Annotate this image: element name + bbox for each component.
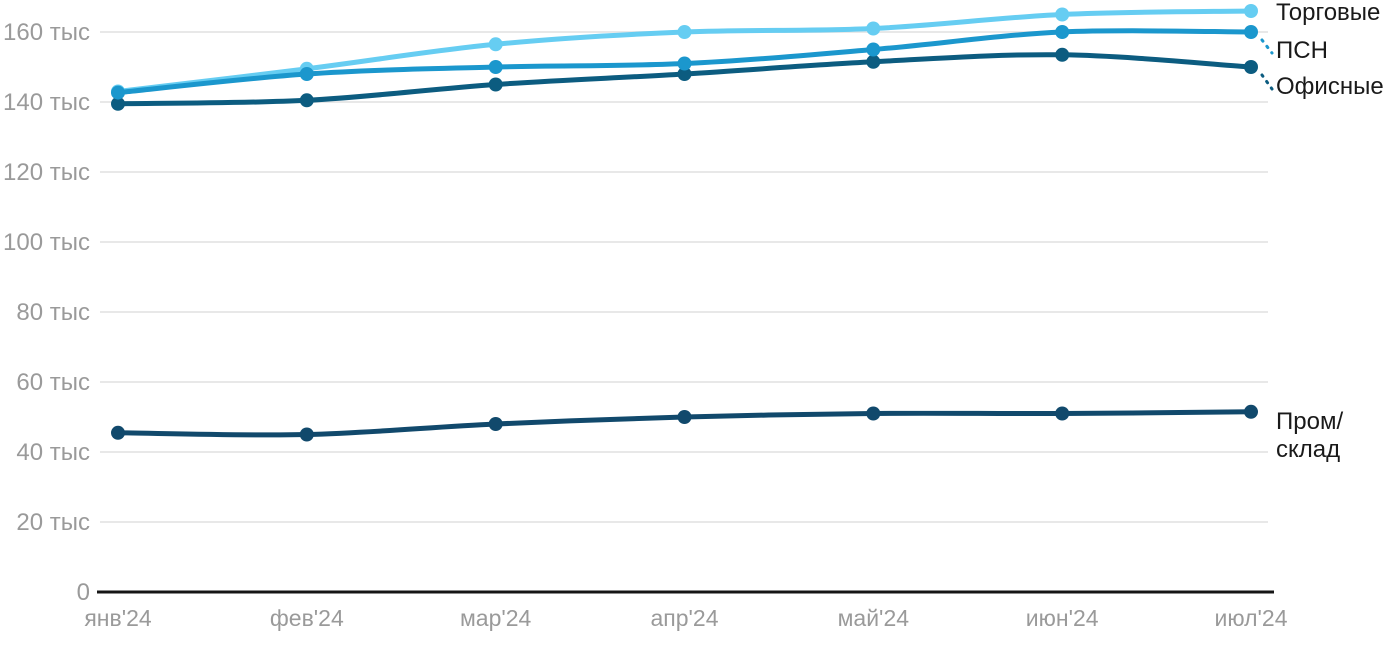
data-point[interactable] bbox=[1055, 7, 1070, 22]
data-point[interactable] bbox=[866, 42, 881, 57]
y-tick-label: 40 тыс bbox=[16, 439, 90, 466]
data-point[interactable] bbox=[866, 21, 881, 36]
series-label: Торговые bbox=[1276, 0, 1380, 26]
x-tick-label: янв'24 bbox=[84, 605, 152, 631]
x-tick-label: июн'24 bbox=[1026, 605, 1099, 631]
data-point[interactable] bbox=[299, 93, 314, 108]
data-point[interactable] bbox=[299, 427, 314, 442]
x-tick-label: мар'24 bbox=[460, 605, 532, 631]
x-tick-label: май'24 bbox=[838, 605, 910, 631]
x-tick-label: фев'24 bbox=[270, 605, 344, 631]
y-tick-label: 100 тыс bbox=[3, 229, 90, 256]
data-point[interactable] bbox=[299, 67, 314, 81]
y-tick-label: 160 тыс bbox=[3, 19, 90, 46]
data-point[interactable] bbox=[1244, 60, 1258, 74]
data-point[interactable] bbox=[1244, 404, 1258, 419]
data-point[interactable] bbox=[111, 96, 125, 111]
data-point[interactable] bbox=[488, 60, 503, 74]
y-tick-label: 0 bbox=[77, 579, 90, 606]
x-tick-label: апр'24 bbox=[650, 605, 718, 631]
y-tick-label: 120 тыс bbox=[3, 159, 90, 186]
label-connector bbox=[1260, 73, 1274, 91]
y-tick-label: 60 тыс bbox=[16, 369, 90, 396]
data-point[interactable] bbox=[1055, 25, 1070, 39]
x-tick-label: июл'24 bbox=[1215, 605, 1288, 631]
data-point[interactable] bbox=[111, 425, 125, 440]
data-point[interactable] bbox=[866, 54, 881, 69]
data-point[interactable] bbox=[677, 67, 692, 81]
data-point[interactable] bbox=[488, 37, 503, 52]
data-point[interactable] bbox=[1055, 406, 1070, 421]
data-point[interactable] bbox=[488, 77, 503, 92]
data-point[interactable] bbox=[1055, 47, 1070, 62]
data-point[interactable] bbox=[677, 25, 692, 39]
data-point[interactable] bbox=[111, 85, 125, 100]
data-point[interactable] bbox=[677, 410, 692, 424]
data-point[interactable] bbox=[866, 406, 881, 421]
data-point[interactable] bbox=[677, 56, 692, 71]
y-tick-label: 20 тыс bbox=[16, 509, 90, 536]
data-point[interactable] bbox=[1244, 25, 1258, 39]
data-point[interactable] bbox=[1244, 4, 1258, 18]
y-tick-label: 80 тыс bbox=[16, 299, 90, 326]
series-label: Офисные bbox=[1276, 73, 1384, 100]
label-connector bbox=[1260, 38, 1274, 55]
data-point[interactable] bbox=[488, 417, 503, 431]
series-label: склад bbox=[1276, 436, 1340, 463]
y-tick-label: 140 тыс bbox=[3, 89, 90, 116]
series-label: Пром/ bbox=[1276, 408, 1343, 435]
series-label: ПСН bbox=[1276, 37, 1328, 64]
